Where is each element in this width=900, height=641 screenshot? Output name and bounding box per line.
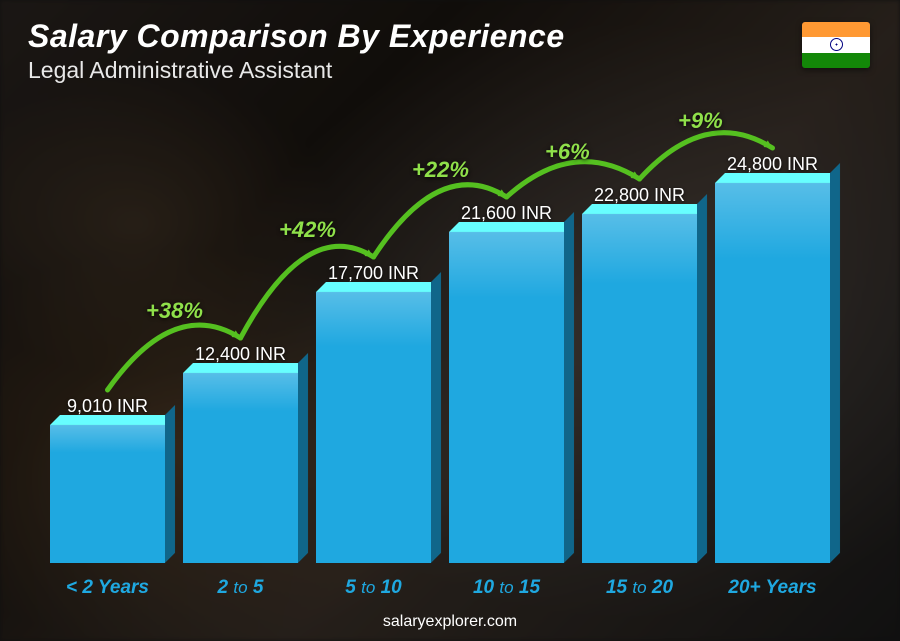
content-root: Salary Comparison By Experience Legal Ad… xyxy=(0,0,900,641)
bar-chart: 9,010 INR12,400 INR17,700 INR21,600 INR2… xyxy=(40,120,840,563)
x-axis-label: < 2 Years xyxy=(50,577,165,599)
growth-arc xyxy=(40,120,840,563)
x-axis-label: 5 to 10 xyxy=(316,577,431,599)
x-axis-labels: < 2 Years 2 to 5 5 to 10 10 to 15 15 to 20 20… xyxy=(40,577,840,599)
country-flag-india xyxy=(802,22,870,68)
x-axis-label: 20+ Years xyxy=(715,577,830,599)
growth-percent-label: +9% xyxy=(678,108,723,134)
page-subtitle: Legal Administrative Assistant xyxy=(28,57,565,84)
flag-stripe-mid xyxy=(802,37,870,52)
x-axis-label: 2 to 5 xyxy=(183,577,298,599)
header: Salary Comparison By Experience Legal Ad… xyxy=(28,18,565,84)
ashoka-chakra-icon xyxy=(830,38,843,51)
footer-attribution: salaryexplorer.com xyxy=(0,613,900,631)
flag-stripe-top xyxy=(802,22,870,37)
x-axis-label: 15 to 20 xyxy=(582,577,697,599)
flag-stripe-bot xyxy=(802,53,870,68)
page-title: Salary Comparison By Experience xyxy=(28,18,565,55)
x-axis-label: 10 to 15 xyxy=(449,577,564,599)
